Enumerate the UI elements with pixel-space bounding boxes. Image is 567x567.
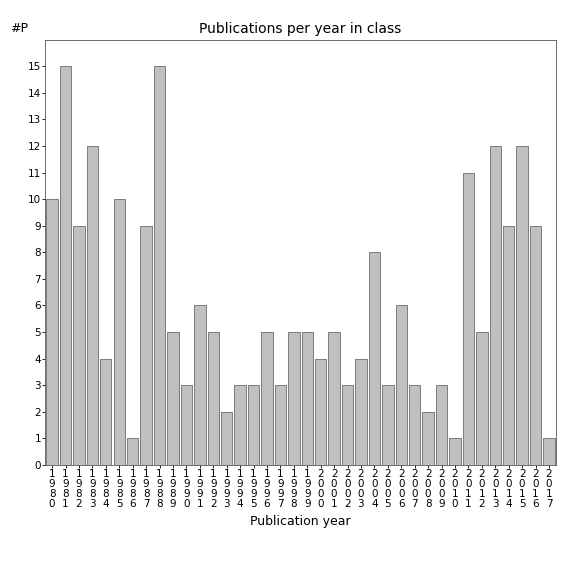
Bar xyxy=(302,332,313,465)
Text: #P: #P xyxy=(10,23,28,35)
Bar xyxy=(288,332,299,465)
Bar xyxy=(449,438,460,465)
Bar xyxy=(422,412,434,465)
X-axis label: Publication year: Publication year xyxy=(250,515,351,528)
Bar xyxy=(127,438,138,465)
Bar xyxy=(154,66,165,465)
Bar xyxy=(517,146,528,465)
Bar xyxy=(181,385,192,465)
Bar xyxy=(342,385,353,465)
Title: Publications per year in class: Publications per year in class xyxy=(200,22,401,36)
Bar xyxy=(141,226,152,465)
Bar xyxy=(503,226,514,465)
Bar xyxy=(274,385,286,465)
Bar xyxy=(356,358,367,465)
Bar xyxy=(382,385,393,465)
Bar xyxy=(234,385,246,465)
Bar xyxy=(328,332,340,465)
Bar xyxy=(46,199,58,465)
Bar xyxy=(261,332,273,465)
Bar xyxy=(476,332,488,465)
Bar xyxy=(530,226,541,465)
Bar xyxy=(463,172,474,465)
Bar xyxy=(194,306,205,465)
Bar xyxy=(409,385,420,465)
Bar xyxy=(315,358,327,465)
Bar xyxy=(100,358,112,465)
Bar xyxy=(113,199,125,465)
Bar xyxy=(73,226,84,465)
Bar xyxy=(436,385,447,465)
Bar xyxy=(208,332,219,465)
Bar xyxy=(248,385,259,465)
Bar xyxy=(60,66,71,465)
Bar xyxy=(221,412,232,465)
Bar xyxy=(87,146,98,465)
Bar xyxy=(489,146,501,465)
Bar xyxy=(543,438,555,465)
Bar xyxy=(369,252,380,465)
Bar xyxy=(396,306,407,465)
Bar xyxy=(167,332,179,465)
